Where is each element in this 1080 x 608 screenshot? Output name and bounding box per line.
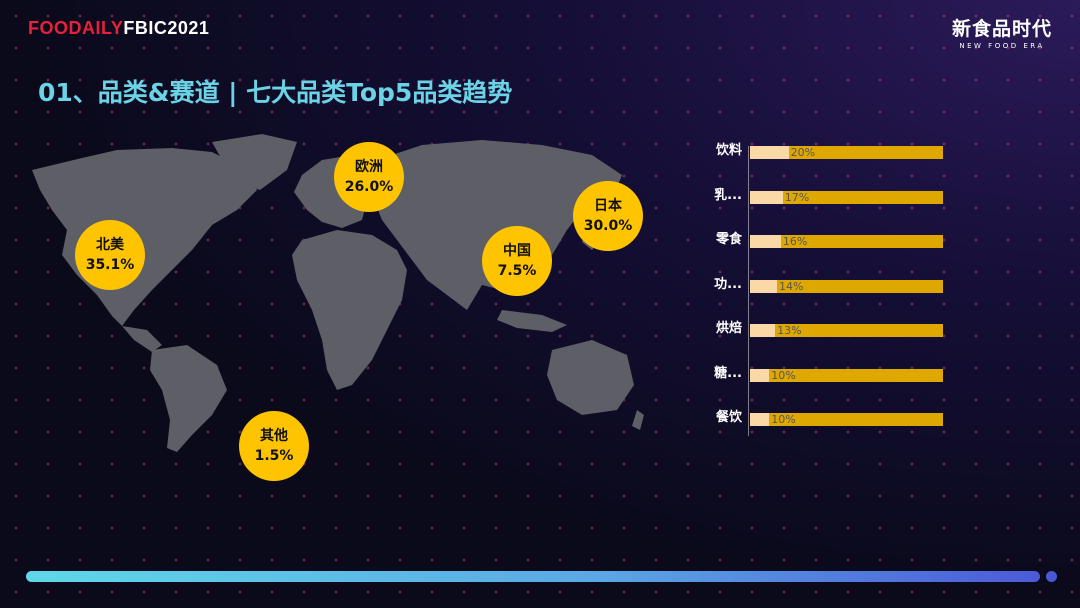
bar-track: 20% <box>750 146 943 159</box>
bar-axis-line <box>748 146 749 436</box>
foodaily-logo: FOODAILYFBIC2021 <box>28 18 209 39</box>
logo-foodaily-text: FOODAILY <box>28 18 124 38</box>
bar-fill <box>750 368 770 382</box>
footer-dot <box>1046 571 1057 582</box>
map-australia <box>547 340 634 415</box>
bar-category-label: 糖... <box>714 365 742 381</box>
bar-row: 零食 16% <box>700 229 960 253</box>
bar-category-label: 功... <box>714 276 742 292</box>
bar-track: 16% <box>750 235 943 248</box>
bar-row: 功... 14% <box>700 274 960 298</box>
bar-track: 14% <box>750 279 943 293</box>
map-africa <box>292 230 407 390</box>
bar-track: 17% <box>750 190 943 204</box>
bubble-value: 1.5% <box>254 448 294 464</box>
bar-value-label: 10% <box>771 413 796 426</box>
bubble-label: 日本 <box>594 198 622 214</box>
map-asia <box>372 140 622 310</box>
bubble-value: 7.5% <box>497 263 537 279</box>
bar-category-label: 零食 <box>715 232 742 247</box>
bar-fill <box>750 324 776 337</box>
bar-row: 饮料 20% <box>700 140 960 164</box>
bubble-label: 北美 <box>96 237 124 253</box>
bar-fill <box>750 279 778 293</box>
bubble-label: 中国 <box>503 243 531 259</box>
bar-category-label: 饮料 <box>715 143 742 158</box>
bar-fill <box>750 190 783 204</box>
map-north-america <box>32 148 257 326</box>
logo-cn-text: 新食品时代 <box>951 18 1052 40</box>
bar-row: 餐饮 10% <box>700 407 960 431</box>
bar-value-label: 13% <box>777 324 802 337</box>
bar-value-label: 20% <box>790 146 816 159</box>
bubble-north-america: 北美 35.1% <box>75 220 145 290</box>
bar-value-label: 17% <box>784 190 810 204</box>
map-greenland <box>212 134 297 190</box>
bar-fill <box>750 146 789 159</box>
bar-value-label: 10% <box>771 368 796 382</box>
bubble-other: 其他 1.5% <box>239 411 309 481</box>
bar-track: 13% <box>750 324 943 337</box>
map-indonesia <box>497 310 567 332</box>
bubble-china: 中国 7.5% <box>482 226 552 296</box>
bar-value-label: 14% <box>779 279 804 293</box>
bubble-value: 35.1% <box>85 257 135 273</box>
logo-year-text: 2021 <box>167 18 210 38</box>
bubble-label: 欧洲 <box>355 159 383 175</box>
bar-track: 10% <box>750 413 943 426</box>
new-food-era-logo: 新食品时代 NEW FOOD ERA <box>952 14 1052 50</box>
page-title: 01、品类&赛道 | 七大品类Top5品类趋势 <box>38 78 513 107</box>
bar-row: 烘焙 13% <box>700 318 960 342</box>
bubble-value: 26.0% <box>344 179 394 195</box>
bubble-japan: 日本 30.0% <box>573 181 643 251</box>
bar-value-label: 16% <box>782 235 808 248</box>
bubble-value: 30.0% <box>583 218 633 234</box>
map-south-america <box>150 345 227 452</box>
bar-fill <box>750 235 781 248</box>
bubble-label: 其他 <box>260 428 288 444</box>
bar-fill <box>750 413 770 426</box>
bar-track: 10% <box>750 368 943 382</box>
bar-row: 乳... 17% <box>700 185 960 209</box>
bar-row: 糖... 10% <box>700 363 960 387</box>
bar-category-label: 乳... <box>714 187 742 203</box>
map-central-america <box>122 326 162 352</box>
footer-progress-bar <box>26 571 1040 582</box>
bar-category-label: 餐饮 <box>715 410 742 425</box>
bar-category-label: 烘焙 <box>715 321 742 336</box>
logo-en-text: NEW FOOD ERA <box>959 42 1045 50</box>
bubble-europe: 欧洲 26.0% <box>334 142 404 212</box>
map-new-zealand <box>632 410 644 430</box>
logo-fbic-text: FBIC <box>123 18 168 38</box>
